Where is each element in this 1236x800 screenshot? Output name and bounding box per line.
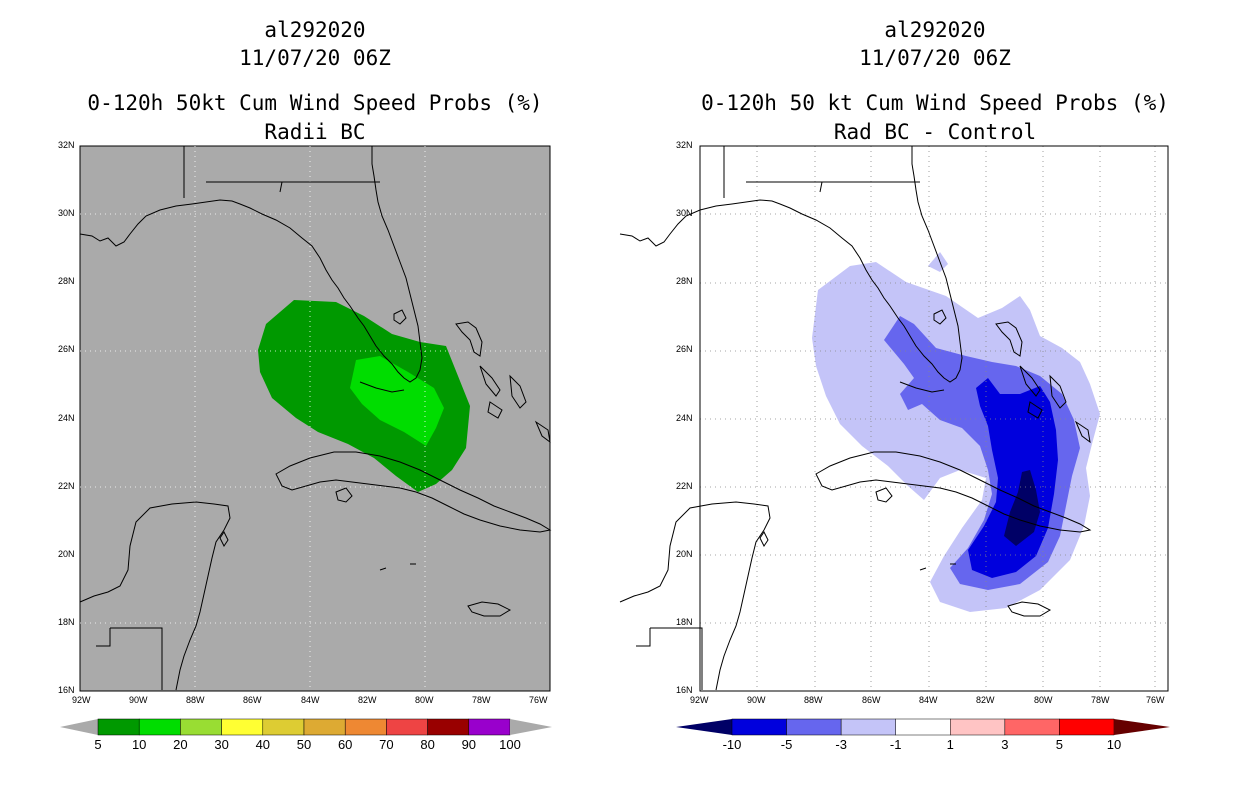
lat-label: 18N [58,616,75,627]
colorbar-label: -5 [780,737,793,752]
lon-label: 86W [243,695,262,705]
lat-label: 18N [676,616,693,627]
lon-label: 88W [186,695,205,705]
colorbar-label: 50 [296,737,312,752]
left-colorbar-over [510,719,552,735]
right-title-subtitle: Rad BC - Control [833,120,1037,144]
colorbar-label: 20 [173,737,188,752]
lon-label: 92W [690,695,709,705]
diff-contour-minus10 [1004,470,1040,546]
diff-contour-minus1-patch [928,252,948,272]
lon-label: 78W [472,695,491,705]
lon-label: 82W [976,695,995,705]
colorbar-swatch [386,718,428,736]
lon-label: 78W [1091,695,1110,705]
colorbar-swatch [97,718,140,736]
colorbar-swatch [468,718,511,736]
lon-label: 82W [358,695,377,705]
lon-label: 88W [804,695,823,705]
colorbar-swatch [138,718,181,736]
colorbar-swatch [895,718,951,736]
lat-label: 24N [676,412,693,423]
colorbar-label: 60 [337,737,353,752]
lat-label: 20N [58,548,75,559]
diff-contour-minus5 [968,378,1058,578]
left-title-product: 0-120h 50kt Cum Wind Speed Probs (%) [87,91,543,115]
lat-label: 28N [676,276,693,287]
left-colorbar-under [60,719,98,735]
lat-label: 32N [58,140,75,150]
lon-label: 90W [129,695,148,705]
lat-label: 20N [676,548,693,559]
colorbar-label: 80 [420,737,435,752]
colorbar-label: 90 [461,737,477,752]
lon-label: 76W [529,695,548,705]
colorbar-swatch [731,718,787,736]
right-colorbar-under [676,719,732,735]
colorbar-swatch [180,718,222,736]
lat-label: 30N [58,208,75,219]
colorbar-label: 70 [379,737,394,752]
right-title-date: 11/07/20 06Z [859,46,1011,70]
lon-label: 92W [72,695,91,705]
lon-label: 84W [301,695,320,705]
colorbar-swatch [262,718,305,736]
lat-label: 26N [58,344,75,355]
right-map [619,145,1169,692]
lat-label: 16N [58,685,75,695]
colorbar-label: -1 [889,737,902,752]
lat-label: 32N [676,140,693,150]
left-colorbar [60,718,552,736]
left-title-storm: al292020 [264,18,366,42]
colorbar-label: -10 [722,737,742,752]
colorbar-label: 5 [1055,737,1064,752]
lat-label: 28N [58,276,75,287]
colorbar-label: 1 [946,737,954,752]
right-colorbar-over [1114,719,1170,735]
left-map [79,145,551,692]
lon-label: 76W [1146,695,1165,705]
lat-label: 24N [58,412,75,423]
right-colorbar [676,718,1170,736]
lon-label: 80W [1034,695,1053,705]
colorbar-swatch [221,718,264,736]
colorbar-swatch [344,718,387,736]
right-grid [700,146,1168,691]
lon-label: 90W [747,695,766,705]
colorbar-label: 10 [1106,737,1122,752]
colorbar-label: -3 [835,737,847,752]
prob-contour-10 [350,356,444,446]
colorbar-swatch [786,718,842,736]
right-title-storm: al292020 [884,18,986,42]
lat-label: 22N [58,480,75,491]
right-title-product: 0-120h 50 kt Cum Wind Speed Probs (%) [701,91,1169,115]
colorbar-swatch [303,718,346,736]
lat-label: 30N [676,208,693,219]
colorbar-label: 10 [131,737,147,752]
colorbar-label: 100 [499,737,521,752]
colorbar-label: 40 [255,737,271,752]
colorbar-swatch [1004,718,1060,736]
colorbar-swatch [427,718,470,736]
left-title-subtitle: Radii BC [264,120,366,144]
left-title-date: 11/07/20 06Z [239,46,391,70]
colorbar-label: 5 [94,737,102,752]
colorbar-label: 30 [214,737,229,752]
lon-label: 84W [919,695,938,705]
left-grid [80,146,550,691]
colorbar-swatch [950,718,1006,736]
colorbar-label: 3 [1001,737,1009,752]
lat-label: 16N [676,685,693,695]
colorbar-swatch [840,718,896,736]
colorbar-swatch [1059,718,1115,736]
lat-label: 26N [676,344,693,355]
lon-label: 80W [415,695,434,705]
lat-label: 22N [676,480,693,491]
lon-label: 86W [862,695,881,705]
